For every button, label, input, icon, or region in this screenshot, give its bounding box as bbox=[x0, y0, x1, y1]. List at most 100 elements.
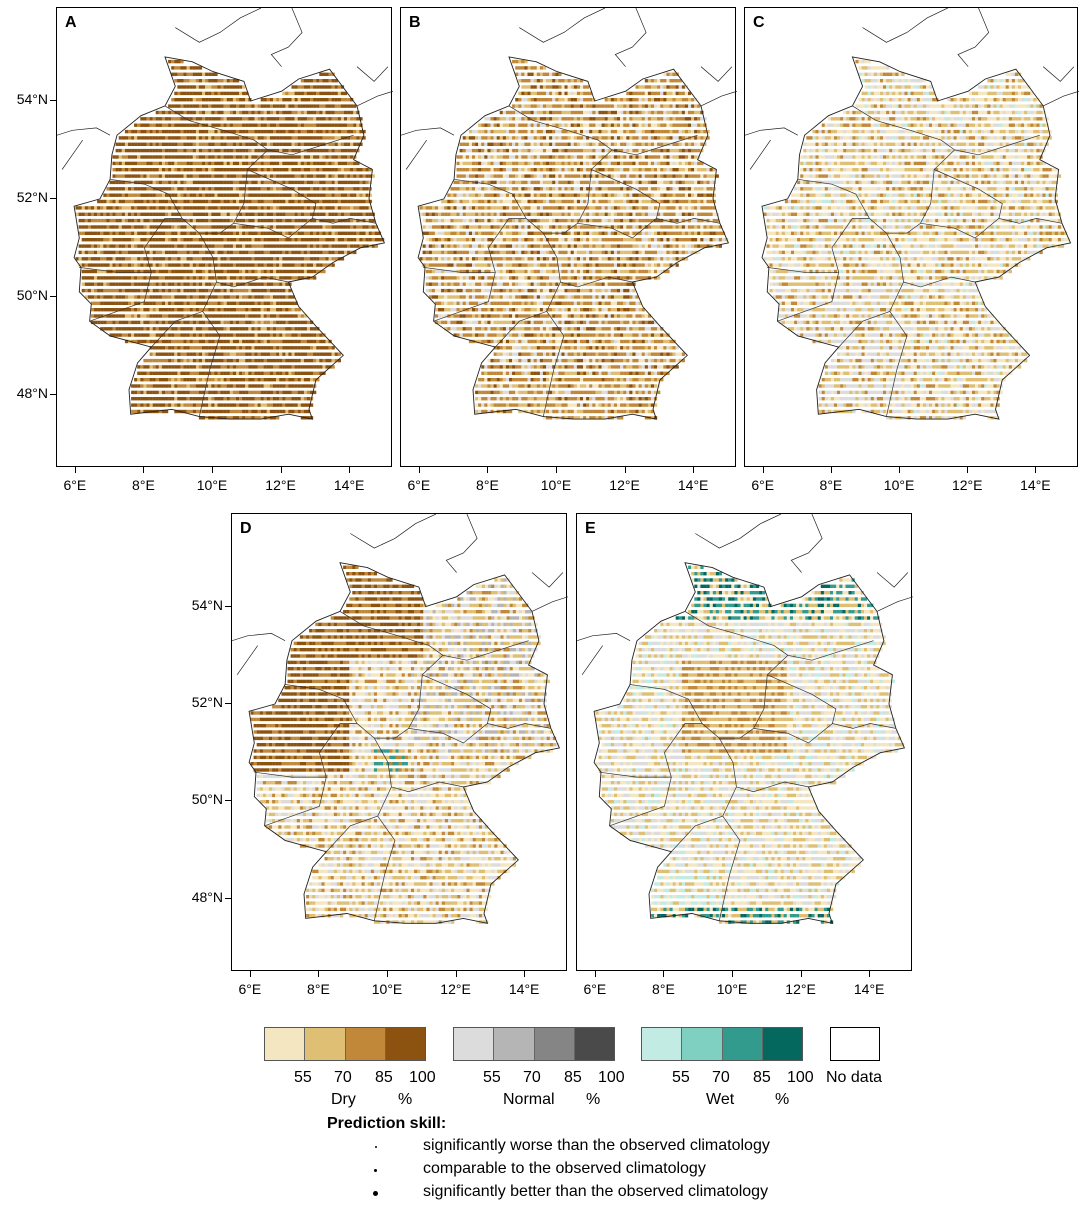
grid-cell bbox=[229, 276, 233, 280]
grid-cell bbox=[319, 79, 323, 83]
grid-cell bbox=[248, 193, 252, 197]
grid-cell bbox=[310, 110, 314, 115]
grid-cell bbox=[168, 212, 172, 216]
grid-cell bbox=[165, 187, 169, 191]
grid-cell bbox=[174, 136, 178, 140]
grid-cell bbox=[288, 110, 292, 115]
grid-cell bbox=[168, 371, 172, 375]
grid-cell bbox=[202, 212, 206, 216]
grid-cell bbox=[297, 199, 301, 204]
grid-cell bbox=[303, 327, 308, 331]
grid-cell bbox=[269, 301, 274, 305]
grid-cell bbox=[211, 365, 215, 369]
grid-cell bbox=[533, 346, 537, 350]
grid-cell bbox=[236, 269, 240, 274]
grid-cell bbox=[161, 250, 166, 255]
grid-cell bbox=[273, 288, 277, 293]
grid-cell bbox=[583, 352, 587, 356]
state-border bbox=[247, 169, 317, 219]
grid-cell bbox=[180, 269, 184, 274]
grid-cell bbox=[650, 358, 655, 363]
grid-cell bbox=[220, 346, 224, 350]
grid-cell bbox=[644, 371, 648, 375]
grid-cell bbox=[285, 180, 289, 185]
grid-cell bbox=[183, 206, 187, 210]
grid-cell bbox=[137, 269, 141, 274]
grid-cell bbox=[195, 397, 200, 401]
grid-cell bbox=[177, 129, 181, 134]
grid-cell bbox=[515, 365, 519, 369]
grid-cell bbox=[353, 206, 357, 210]
grid-cell bbox=[174, 295, 178, 299]
grid-cell bbox=[288, 282, 292, 286]
grid-cell bbox=[152, 358, 156, 363]
grid-cell bbox=[217, 206, 221, 210]
grid-cell bbox=[337, 168, 341, 172]
grid-cell bbox=[208, 110, 212, 115]
grid-cell bbox=[681, 352, 685, 356]
grid-cell bbox=[195, 301, 200, 305]
grid-cell bbox=[580, 352, 584, 356]
grid-cell bbox=[555, 378, 559, 382]
grid-cell bbox=[195, 187, 200, 191]
grid-cell bbox=[90, 250, 95, 255]
grid-cell bbox=[180, 308, 184, 312]
grid-cell bbox=[487, 365, 491, 369]
grid-cell bbox=[552, 320, 556, 325]
grid-cell bbox=[552, 314, 556, 318]
grid-cell bbox=[189, 206, 193, 210]
grid-cell bbox=[441, 320, 445, 325]
grid-cell bbox=[149, 218, 153, 223]
grid-cell bbox=[617, 352, 621, 356]
grid-cell bbox=[310, 180, 314, 185]
grid-cell bbox=[229, 187, 233, 191]
grid-cell bbox=[650, 352, 655, 356]
grid-cell bbox=[530, 390, 534, 395]
grid-cell bbox=[226, 250, 230, 255]
grid-cell bbox=[217, 180, 221, 185]
grid-cell bbox=[245, 206, 249, 210]
grid-cell bbox=[558, 339, 562, 344]
grid-cell bbox=[328, 174, 332, 178]
grid-cell bbox=[248, 327, 252, 331]
grid-cell bbox=[282, 212, 286, 216]
grid-cell bbox=[617, 339, 621, 344]
grid-cell bbox=[161, 390, 166, 395]
grid-cell bbox=[316, 371, 320, 375]
grid-cell bbox=[217, 257, 221, 261]
grid-cell bbox=[180, 384, 184, 388]
grid-cell bbox=[635, 358, 639, 363]
grid-cell bbox=[475, 409, 479, 414]
grid-cell bbox=[254, 238, 258, 242]
grid-cell bbox=[217, 288, 221, 293]
grid-cell bbox=[174, 378, 178, 382]
grid-cell bbox=[245, 98, 249, 102]
grid-cell bbox=[223, 187, 227, 191]
grid-cell bbox=[499, 358, 503, 363]
grid-cell bbox=[635, 339, 639, 344]
grid-cell bbox=[158, 142, 162, 146]
grid-cell bbox=[617, 320, 621, 325]
grid-cell bbox=[285, 378, 289, 382]
grid-cell bbox=[112, 238, 116, 242]
grid-cell bbox=[205, 110, 209, 115]
grid-cell bbox=[490, 397, 494, 401]
grid-cell bbox=[183, 148, 187, 153]
grid-cell bbox=[257, 301, 261, 305]
grid-cell bbox=[570, 346, 574, 350]
grid-cell bbox=[205, 276, 209, 280]
grid-cell bbox=[143, 123, 147, 127]
grid-cell bbox=[137, 320, 141, 325]
grid-cell bbox=[168, 352, 172, 356]
grid-cell bbox=[475, 397, 479, 401]
grid-cell bbox=[186, 148, 190, 153]
grid-cell bbox=[223, 206, 227, 210]
grid-cell bbox=[288, 117, 292, 121]
grid-cell bbox=[171, 257, 175, 261]
grid-cell bbox=[192, 269, 196, 274]
grid-cell bbox=[168, 199, 172, 204]
grid-cell bbox=[303, 218, 308, 223]
grid-cell bbox=[236, 282, 240, 286]
grid-cell bbox=[223, 416, 227, 420]
grid-cell bbox=[242, 136, 246, 140]
